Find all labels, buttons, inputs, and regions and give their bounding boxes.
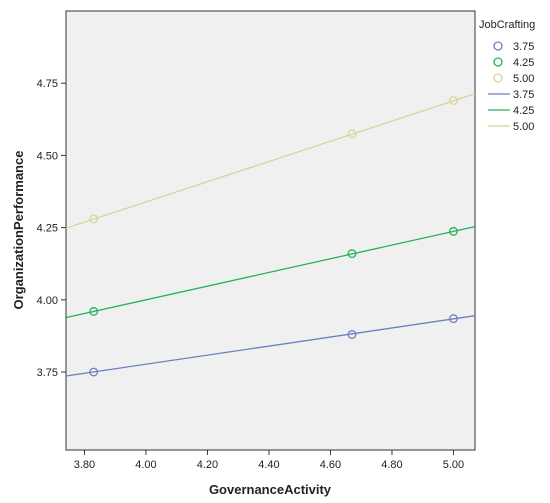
data-point-4.25	[347, 249, 357, 259]
fit-line-5.00	[65, 93, 476, 229]
legend-label: 3.75	[513, 41, 534, 53]
x-axis-title: GovernanceActivity	[209, 482, 332, 497]
x-tick-label: 4.80	[381, 459, 402, 471]
data-point-5.00	[449, 96, 458, 105]
plot-content	[65, 93, 476, 377]
data-point-3.75	[89, 367, 99, 377]
data-point-4.25	[89, 306, 99, 316]
fit-line-3.75	[65, 315, 476, 377]
legend-label: 5.00	[513, 121, 534, 133]
x-tick-label: 4.00	[135, 459, 156, 471]
legend-marker-4.25	[493, 57, 503, 67]
legend-title: JobCrafting	[479, 19, 535, 31]
legend-label: 4.25	[513, 57, 534, 69]
y-tick-label: 3.75	[37, 367, 58, 379]
x-tick-label: 4.20	[197, 459, 218, 471]
data-point-3.75	[347, 330, 357, 339]
legend-marker-3.75	[493, 41, 503, 51]
x-axis-ticks: 3.80 4.00 4.20 4.40 4.60 4.80 5.00	[74, 450, 464, 471]
data-point-5.00	[89, 214, 99, 224]
y-tick-label: 4.75	[37, 78, 58, 90]
y-axis-title: OrganizationPerformance	[11, 151, 26, 310]
legend-label: 3.75	[513, 89, 534, 101]
legend: JobCrafting 3.75 4.25 5.00 3.75 4.25 5.00	[479, 19, 535, 133]
data-point-3.75	[449, 314, 458, 324]
fit-line-4.25	[65, 225, 476, 319]
x-tick-label: 4.60	[320, 459, 341, 471]
x-tick-label: 5.00	[443, 459, 464, 471]
y-axis-ticks: 3.75 4.00 4.25 4.50 4.75	[37, 78, 66, 379]
x-tick-label: 4.40	[258, 459, 279, 471]
legend-marker-5.00	[493, 73, 503, 83]
y-tick-label: 4.50	[37, 150, 58, 162]
legend-label: 5.00	[513, 73, 534, 85]
data-point-5.00	[347, 129, 357, 139]
x-tick-label: 3.80	[74, 459, 95, 471]
y-tick-label: 4.00	[37, 295, 58, 307]
legend-label: 4.25	[513, 105, 534, 117]
y-tick-label: 4.25	[37, 223, 58, 235]
data-point-4.25	[449, 226, 458, 236]
plot-area	[65, 10, 476, 451]
